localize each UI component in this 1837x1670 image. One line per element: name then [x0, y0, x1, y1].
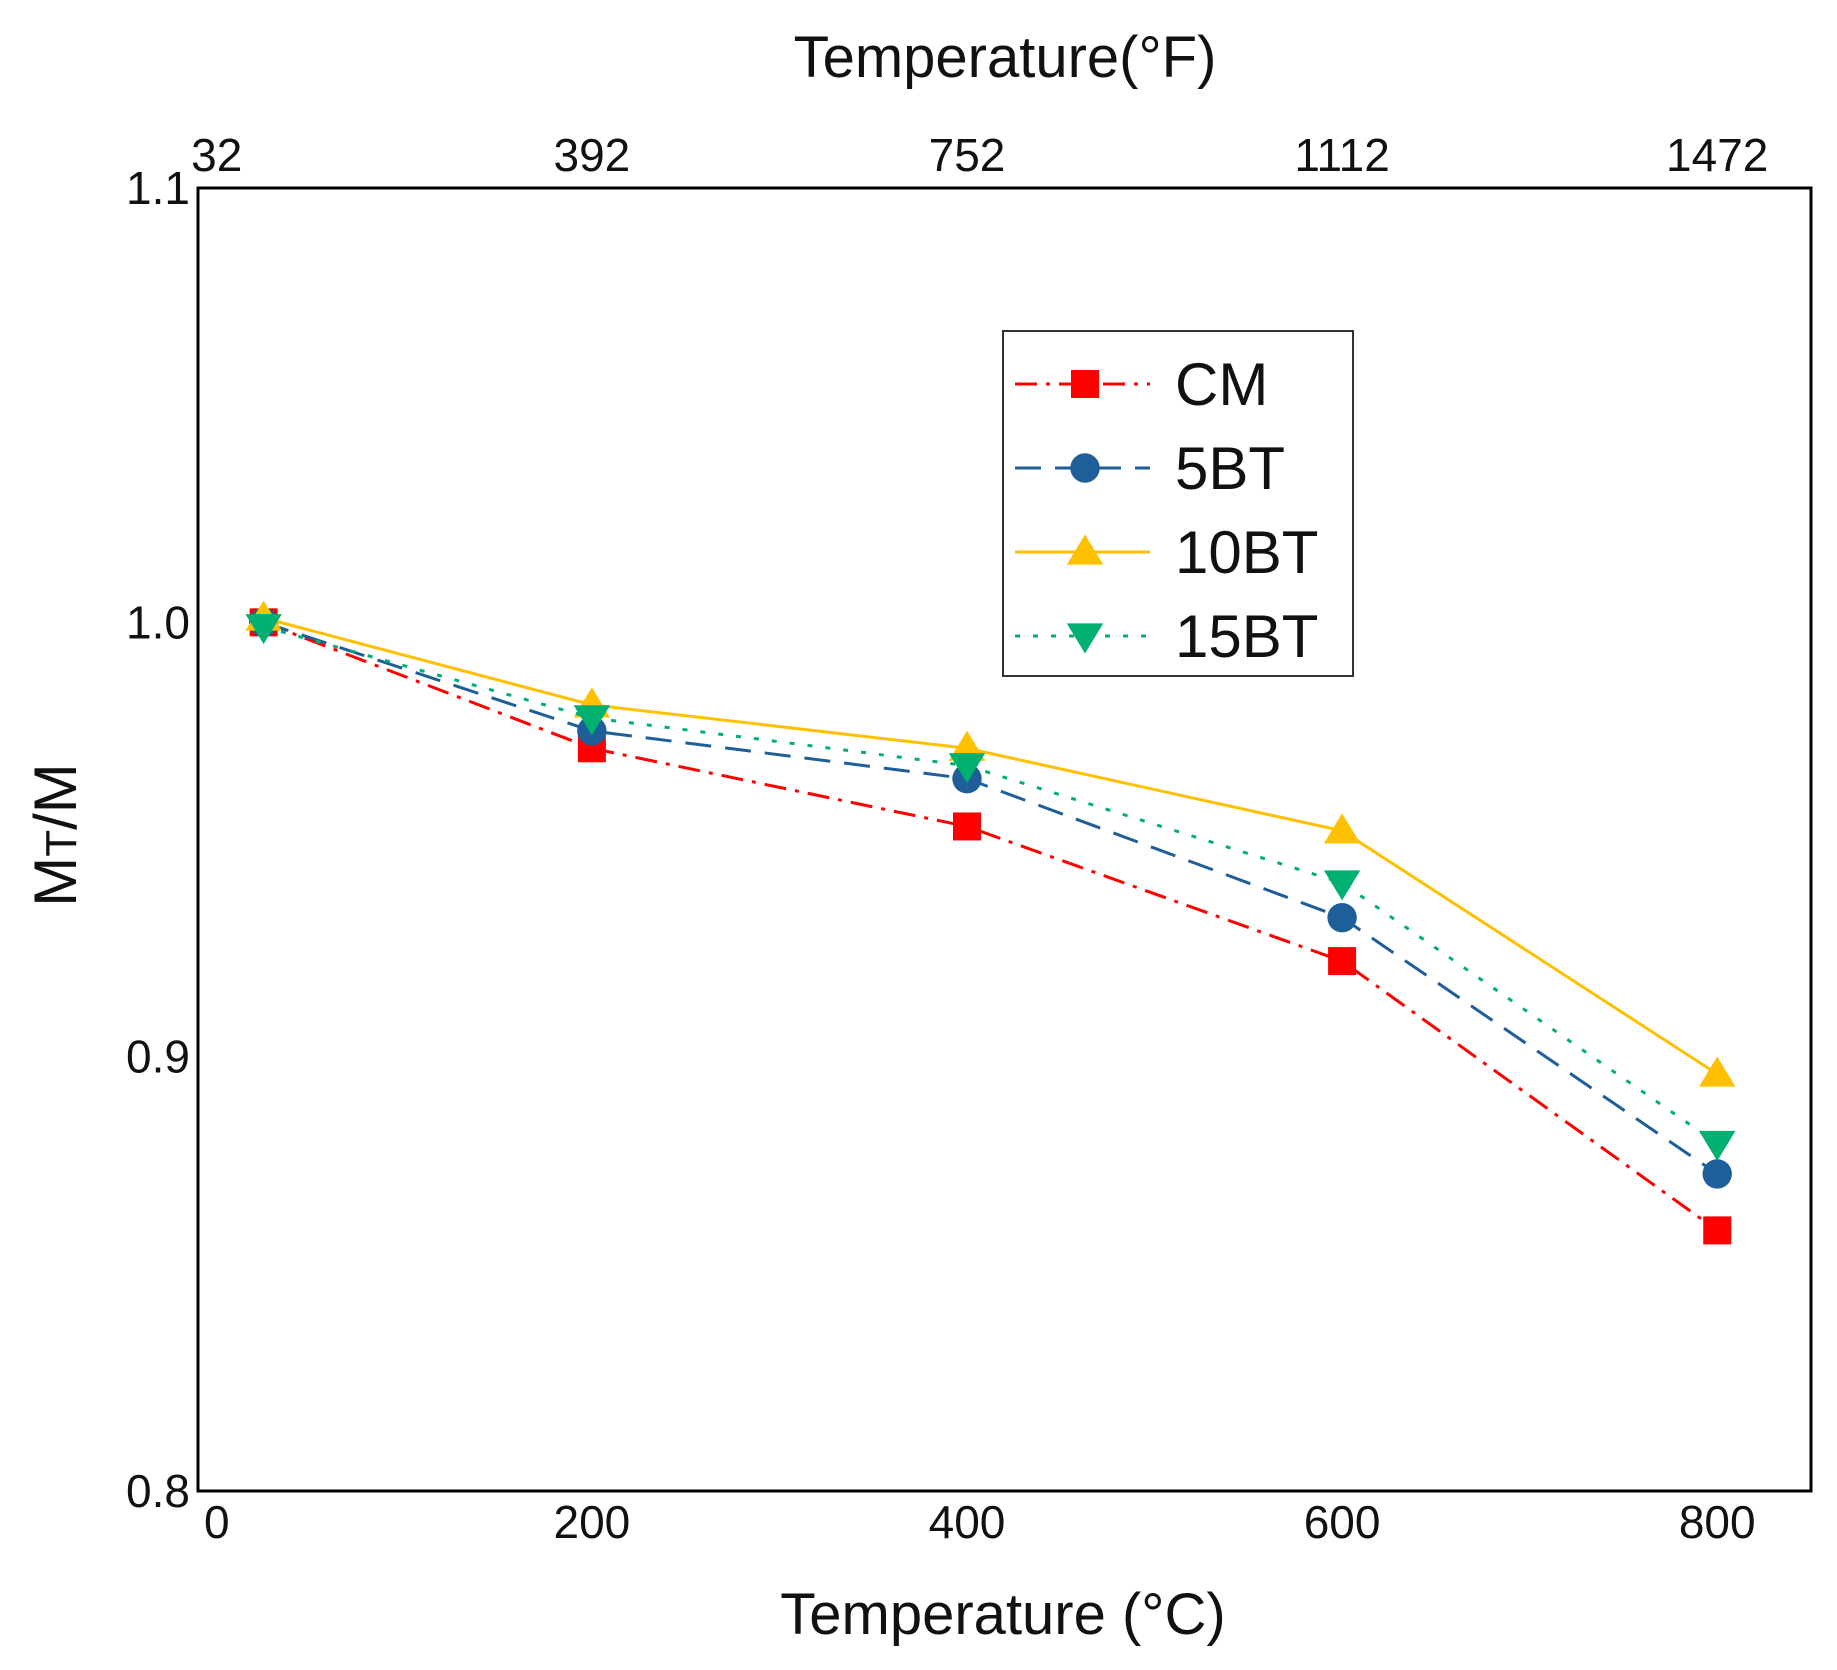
- legend: CM 5BT 10BT 15BT: [1002, 330, 1354, 677]
- y-axis-title-main: M: [22, 857, 89, 907]
- legend-label: 10BT: [1175, 519, 1318, 586]
- top-tick-label: 32: [191, 129, 242, 181]
- series-line: [263, 625, 1719, 1145]
- y-tick-label: 0.8: [126, 1465, 190, 1517]
- marker-square: [1703, 1216, 1732, 1245]
- top-tick-label: 392: [553, 129, 630, 181]
- x-tick-label: 200: [553, 1496, 630, 1548]
- y-tick-label: 1.0: [126, 596, 190, 648]
- y-axis-title: MT/M: [22, 763, 89, 907]
- x-tick-label: 600: [1304, 1496, 1381, 1548]
- tick-layer: 0 200 400 600 800 32 392 752 1112 1472 0.8 0.9 1.0 1.…: [126, 129, 1768, 1548]
- marker-triangle-down: [1699, 1130, 1736, 1162]
- series-layer: [245, 600, 1736, 1245]
- top-tick-label: 752: [929, 129, 1006, 181]
- x-tick-label: 400: [929, 1496, 1006, 1548]
- marker-circle: [1327, 902, 1357, 933]
- legend-box: [1002, 330, 1354, 677]
- top-tick-label: 1472: [1666, 129, 1768, 181]
- series-15bt: [245, 614, 1736, 1162]
- marker-square: [952, 812, 981, 841]
- marker-triangle-down: [1323, 870, 1361, 901]
- legend-item: CM: [1015, 351, 1268, 418]
- marker-circle: [1070, 453, 1100, 483]
- legend-items: CM 5BT 10BT 15BT: [1015, 351, 1318, 670]
- marker-triangle-down: [573, 705, 611, 736]
- marker-triangle-down: [245, 614, 282, 645]
- marker-square: [1328, 947, 1357, 976]
- marker-circle: [1702, 1159, 1732, 1189]
- legend-item: 15BT: [1015, 603, 1318, 670]
- marker-triangle-up: [1323, 813, 1361, 844]
- series-line: [263, 620, 1719, 1232]
- top-axis-title: Temperature(°F): [794, 25, 1217, 90]
- plot-frame: [196, 186, 1813, 1493]
- y-tick-label: 1.1: [126, 162, 190, 214]
- marker-triangle-down: [948, 753, 986, 784]
- legend-item: 5BT: [1015, 435, 1285, 502]
- marker-triangle-up: [1066, 534, 1104, 565]
- x-tick-label: 0: [204, 1496, 230, 1548]
- y-tick-label: 0.9: [126, 1031, 190, 1083]
- legend-item: 10BT: [1015, 519, 1318, 586]
- y-axis-title-tail: /M: [22, 763, 89, 830]
- marker-triangle-up: [1699, 1056, 1736, 1087]
- marker-triangle-down: [1066, 623, 1104, 654]
- legend-label: 15BT: [1175, 603, 1318, 670]
- legend-label: CM: [1175, 351, 1268, 418]
- x-axis-title: Temperature (°C): [780, 1582, 1225, 1647]
- legend-label: 5BT: [1175, 435, 1285, 502]
- x-tick-label: 800: [1679, 1496, 1756, 1548]
- marker-square: [1071, 370, 1099, 398]
- top-tick-label: 1112: [1294, 129, 1390, 181]
- y-axis-title-sub: T: [37, 830, 86, 857]
